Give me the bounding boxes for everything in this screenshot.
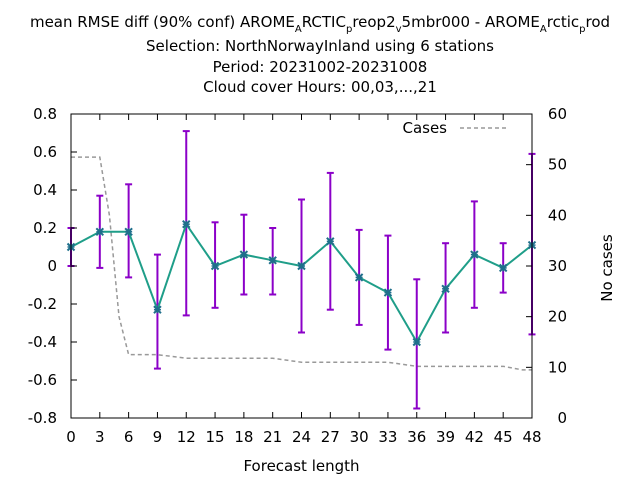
x-tick-label: 42: [465, 428, 484, 446]
x-tick-label: 0: [66, 428, 76, 446]
data-point: [297, 261, 306, 271]
y-tick-label: -0.6: [28, 371, 57, 389]
y2-axis-label: No cases: [598, 234, 616, 302]
x-axis-label: Forecast length: [243, 457, 359, 475]
y2-tick-label: 40: [548, 206, 567, 224]
y-tick-label: 0.8: [33, 105, 57, 123]
title-line-1: mean RMSE diff (90% conf) AROMEARCTICpre…: [30, 13, 610, 35]
title-segment: rctic: [547, 13, 579, 31]
x-tick-label: 15: [206, 428, 225, 446]
x-tick-label: 33: [378, 428, 397, 446]
cases-series: [71, 156, 532, 371]
cases-line: [71, 156, 532, 371]
data-point: [498, 263, 508, 273]
data-point: [326, 237, 335, 246]
x-tick-label: 27: [321, 428, 340, 446]
title-line-3: Period: 20231002-20231008: [213, 58, 428, 76]
y-tick-label: -0.4: [28, 333, 57, 351]
mean-markers: [66, 219, 537, 347]
y-tick-label: -0.2: [28, 295, 57, 313]
x-tick-label: 45: [494, 428, 513, 446]
y2-tick-label: 50: [548, 156, 567, 174]
title-segment: p: [346, 24, 352, 35]
y-tick-label: 0.6: [33, 143, 57, 161]
y-tick-label: 0.4: [33, 181, 57, 199]
title-segment: v: [396, 24, 402, 35]
x-tick-label: 30: [350, 428, 369, 446]
title-segment: 5mbr000 - AROME: [402, 13, 540, 31]
data-point: [354, 273, 364, 282]
y2-tick-label: 20: [548, 308, 567, 326]
chart-title: mean RMSE diff (90% conf) AROMEARCTICpre…: [30, 13, 610, 96]
y2-tick-label: 10: [548, 358, 567, 376]
x-tick-label: 21: [263, 428, 282, 446]
title-segment: RCTIC: [302, 13, 346, 31]
x-tick-label: 39: [436, 428, 455, 446]
y-tick-label: 0: [47, 257, 57, 275]
title-segment: p: [579, 24, 585, 35]
title-segment: reop2: [352, 13, 395, 31]
data-point: [95, 227, 105, 237]
x-tick-label: 3: [95, 428, 105, 446]
title-segment: Selection: NorthNorwayInland using 6 sta…: [146, 37, 494, 55]
title-segment: rod: [585, 13, 610, 31]
y-tick-label: -0.8: [28, 409, 57, 427]
data-point: [210, 261, 220, 271]
title-line-4: Cloud cover Hours: 00,03,...,21: [203, 78, 437, 96]
title-segment: mean RMSE diff (90% conf) AROME: [30, 13, 295, 31]
x-tick-label: 18: [234, 428, 253, 446]
data-point: [383, 288, 393, 297]
x-tick-label: 9: [153, 428, 163, 446]
y2-tick-label: 0: [557, 409, 567, 427]
data-point: [268, 256, 277, 265]
title-line-2: Selection: NorthNorwayInland using 6 sta…: [146, 37, 494, 55]
data-point: [182, 219, 191, 229]
data-point: [124, 227, 133, 237]
title-segment: A: [295, 24, 302, 35]
data-point: [153, 305, 162, 314]
data-point: [239, 250, 249, 259]
y-tick-label: 0.2: [33, 219, 57, 237]
x-axis-ticks: 0 3 6 9 12 15 18 21 24 27 30 33 36 39 42 45 48: [66, 114, 542, 446]
title-segment: Cloud cover Hours: 00,03,...,21: [203, 78, 437, 96]
y2-tick-label: 60: [548, 105, 567, 123]
y2-axis-ticks: 0 10 20 30 40 50 60: [526, 105, 567, 427]
x-tick-label: 48: [522, 428, 541, 446]
data-point: [441, 284, 450, 294]
data-point: [412, 337, 421, 347]
data-point: [470, 250, 479, 259]
title-segment: A: [540, 24, 547, 35]
x-tick-label: 6: [124, 428, 134, 446]
x-tick-label: 12: [177, 428, 196, 446]
title-segment: Period: 20231002-20231008: [213, 58, 428, 76]
legend-label-cases: Cases: [402, 119, 447, 137]
y2-tick-label: 30: [548, 257, 567, 275]
y-axis-ticks: -0.8 -0.6 -0.4 -0.2 0 0.2 0.4 0.6 0.8: [28, 105, 77, 427]
x-tick-label: 36: [407, 428, 426, 446]
legend: Cases: [402, 119, 506, 137]
x-tick-label: 24: [292, 428, 311, 446]
